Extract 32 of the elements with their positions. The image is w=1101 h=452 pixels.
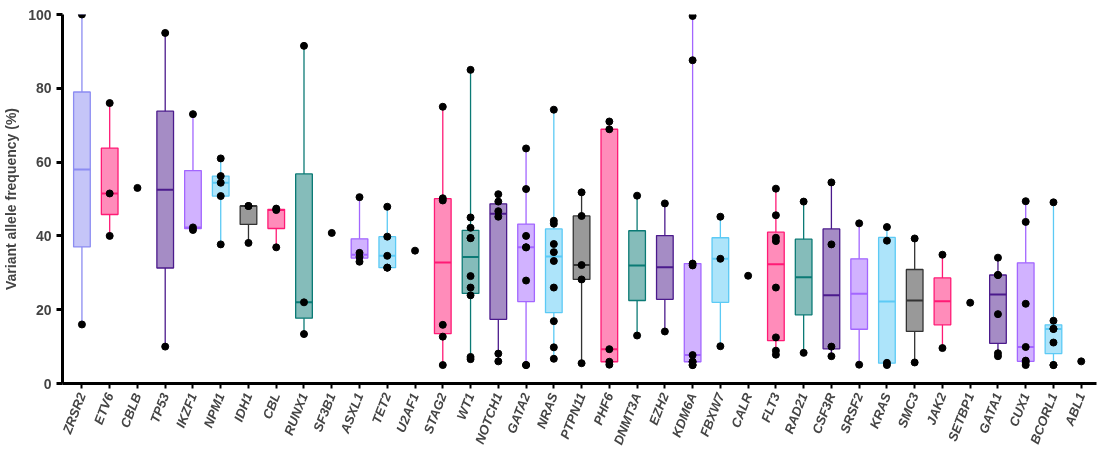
- y-tick-label: 20: [35, 301, 52, 318]
- x-tick-label: CSF3R: [808, 390, 839, 436]
- y-tick-label: 100: [28, 6, 52, 23]
- y-tick-label: 80: [35, 80, 52, 97]
- x-tick-label: CALR: [728, 390, 756, 430]
- x-tick-label: ABL1: [1061, 390, 1089, 429]
- y-tick-label: 40: [35, 227, 52, 244]
- x-tick-label: ETV6: [90, 390, 117, 427]
- x-tick-label: SRSF2: [836, 390, 867, 436]
- x-tick-label: IKZF1: [172, 390, 200, 430]
- x-tick-label: TP53: [146, 390, 173, 426]
- x-tick-label: NRAS: [533, 390, 561, 431]
- x-tick-label: JAK2: [923, 390, 950, 428]
- x-tick-label: WT1: [453, 390, 478, 422]
- x-tick-label: SF3B1: [310, 390, 339, 434]
- x-tick-label: GATA1: [975, 390, 1005, 436]
- x-tick-label: PHF6: [590, 390, 617, 428]
- x-tick-label: KRAS: [866, 390, 895, 431]
- x-tick-label: CBL: [259, 390, 284, 422]
- x-tick-label: ASXL1: [336, 390, 367, 437]
- y-tick-label: 60: [35, 154, 52, 171]
- y-axis-title: Variant allele frequency (%): [3, 107, 20, 291]
- x-tick-label: EZH2: [645, 390, 673, 428]
- x-tick-label: SMC3: [894, 390, 922, 430]
- x-tick-label: CBLB: [117, 390, 145, 430]
- x-tick-label: FLT3: [758, 390, 784, 425]
- y-tick-label: 0: [43, 375, 52, 392]
- x-tick-label: GATA2: [503, 390, 534, 436]
- x-tick-label: IDH1: [230, 390, 256, 424]
- x-tick-label: TET2: [368, 390, 395, 426]
- x-tick-label: CUX1: [1006, 390, 1033, 429]
- x-tick-label: NPM1: [200, 390, 228, 430]
